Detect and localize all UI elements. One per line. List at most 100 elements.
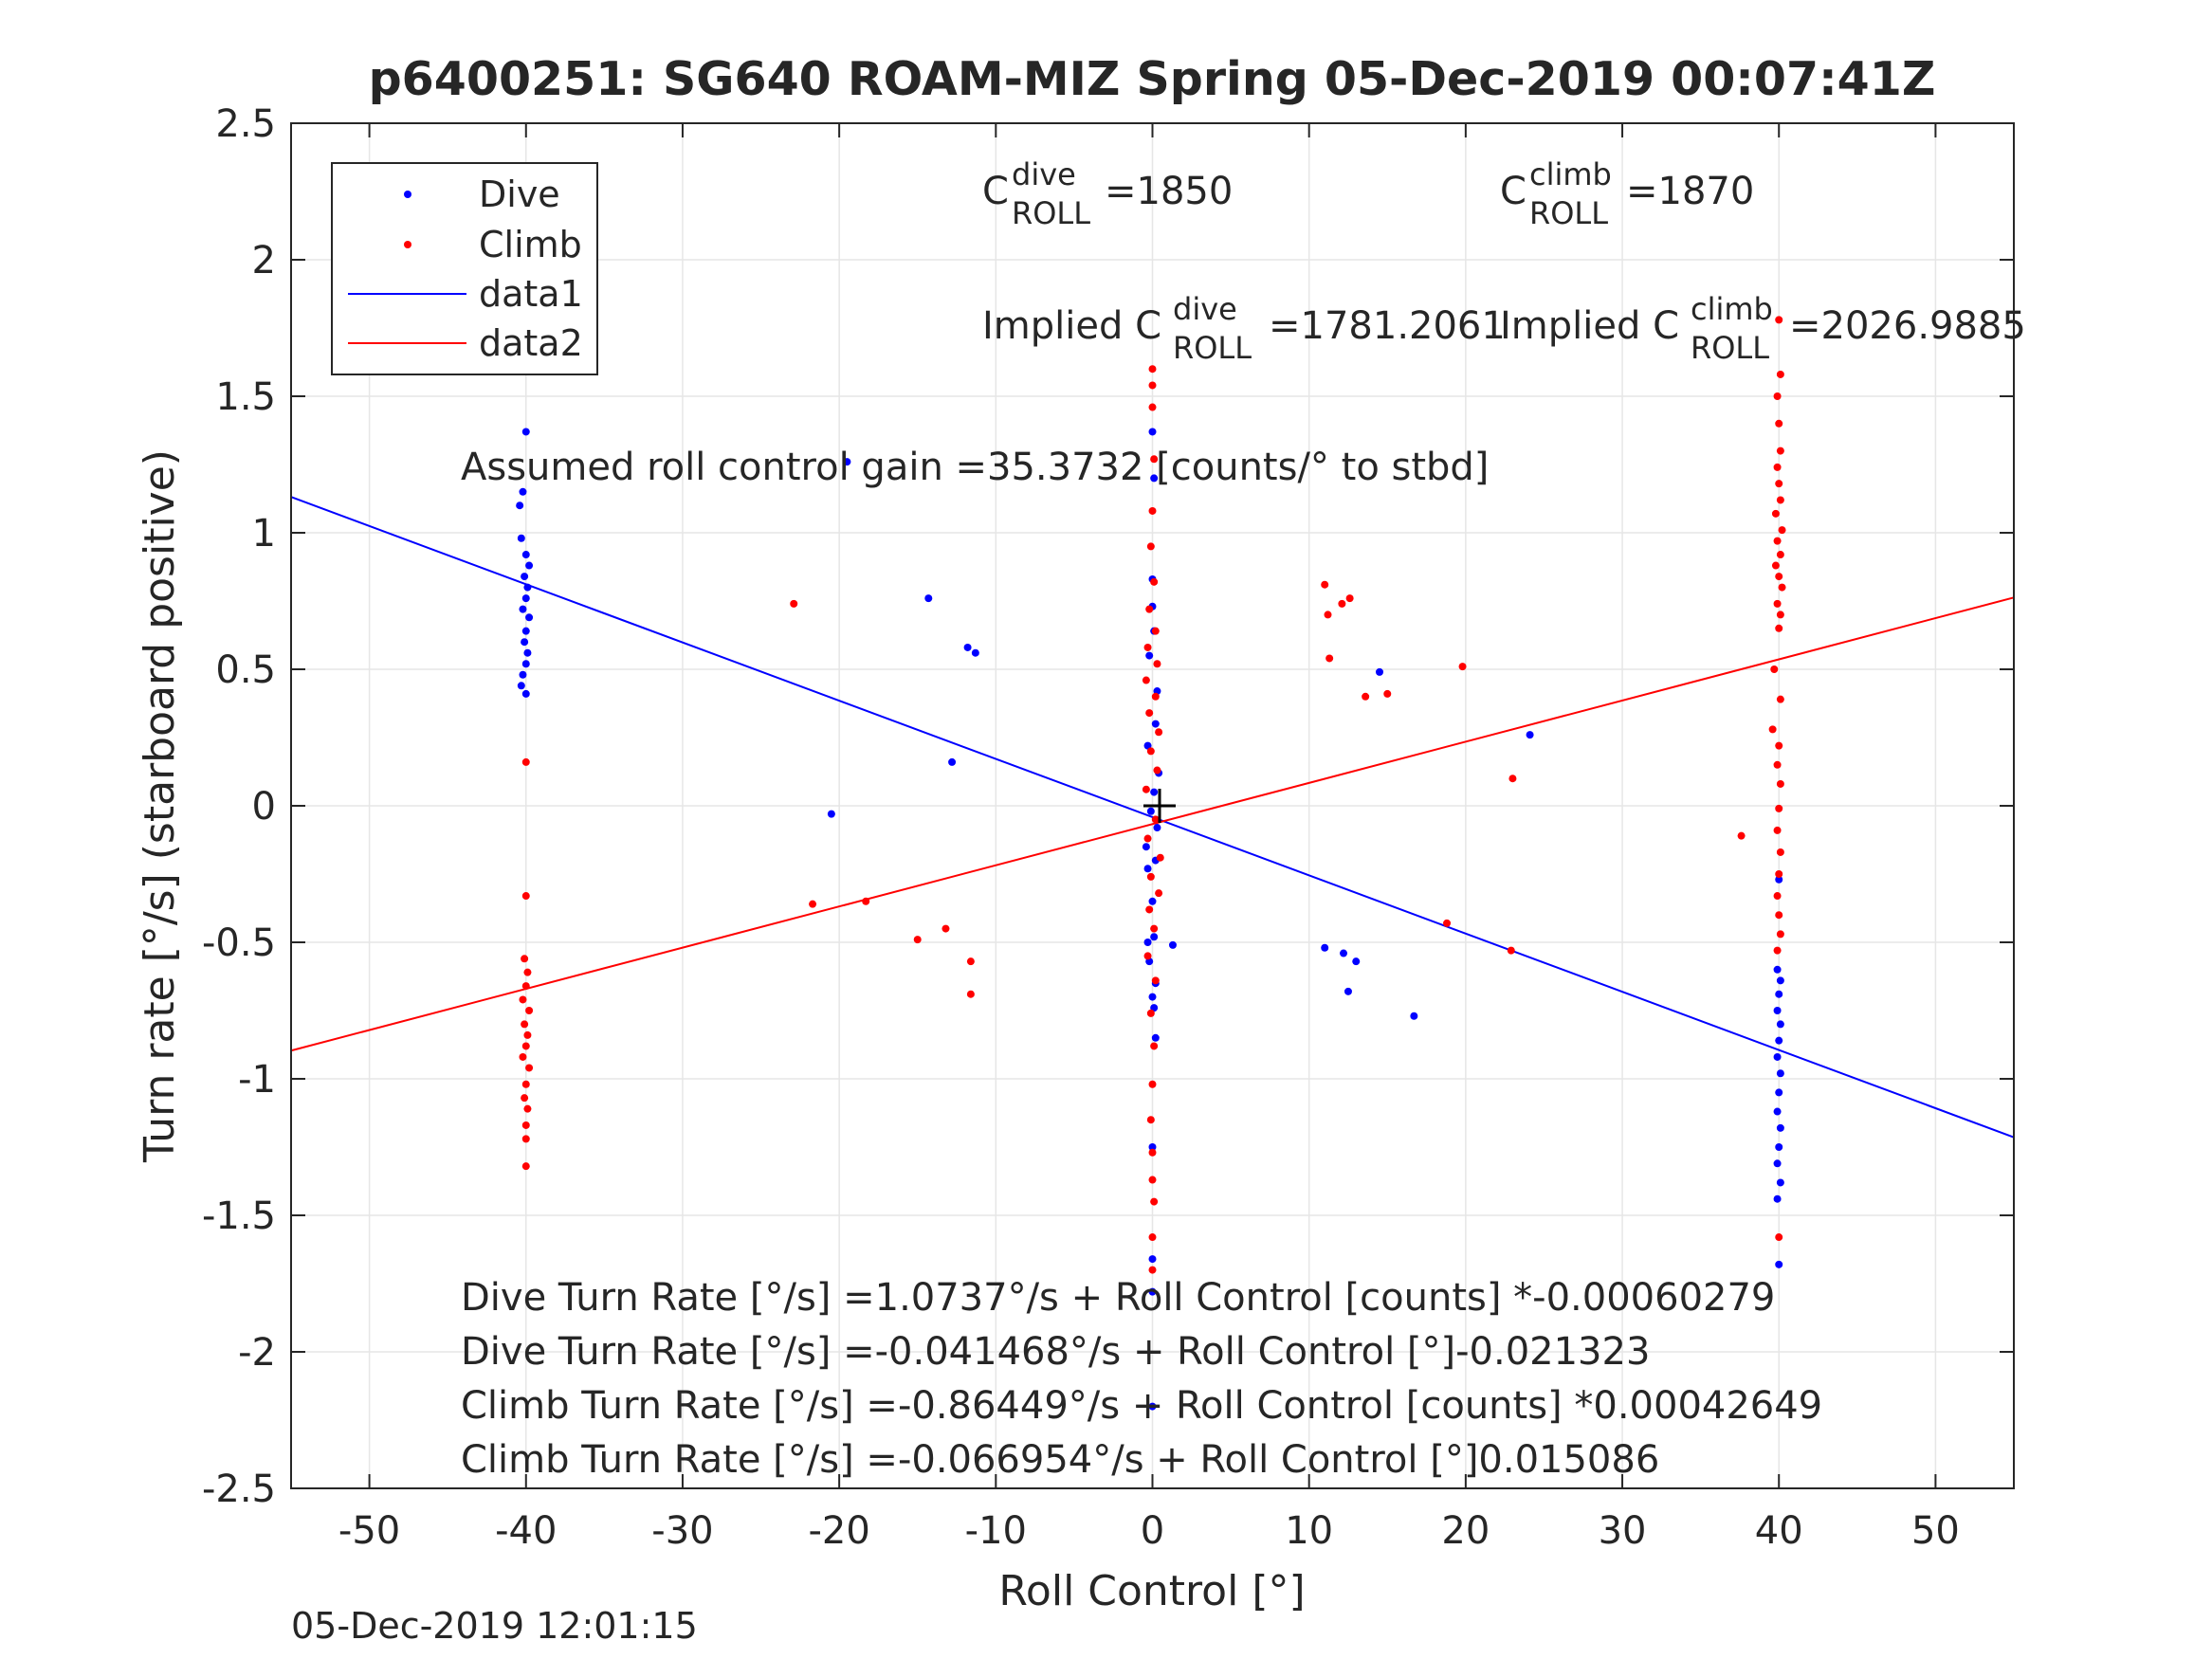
y-tick-label: -2 bbox=[238, 1331, 276, 1375]
point-climb bbox=[1776, 848, 1784, 856]
point-climb bbox=[1146, 747, 1155, 756]
point-dive bbox=[1148, 428, 1157, 436]
point-dive bbox=[1775, 990, 1783, 998]
point-dive bbox=[1775, 1143, 1783, 1151]
point-dive bbox=[1148, 897, 1157, 905]
y-tick-label: 2.5 bbox=[215, 102, 276, 146]
annotation-equation-2: Dive Turn Rate [°/s] =-0.041468°/s + Rol… bbox=[461, 1330, 1650, 1374]
point-dive bbox=[1773, 1052, 1782, 1061]
point-climb bbox=[1146, 872, 1155, 881]
fit-lines bbox=[290, 496, 2015, 1139]
point-dive bbox=[1142, 843, 1150, 851]
point-climb bbox=[1775, 870, 1783, 878]
point-climb bbox=[1150, 577, 1159, 586]
point-dive bbox=[1151, 720, 1160, 728]
point-climb bbox=[1776, 611, 1784, 619]
point-climb bbox=[1383, 689, 1392, 698]
point-dive bbox=[1773, 965, 1782, 974]
point-dive bbox=[1150, 474, 1159, 483]
point-climb bbox=[1775, 419, 1783, 428]
x-tick-label: 30 bbox=[1599, 1509, 1647, 1553]
point-climb bbox=[1142, 676, 1150, 684]
point-dive bbox=[1773, 1194, 1782, 1203]
scatter-points bbox=[516, 316, 1786, 1411]
point-dive bbox=[1775, 1036, 1783, 1045]
annotation-equation-4: Climb Turn Rate [°/s] =-0.066954°/s + Ro… bbox=[461, 1438, 1659, 1482]
point-climb bbox=[1773, 463, 1782, 471]
point-climb bbox=[519, 995, 527, 1004]
point-dive bbox=[1776, 1020, 1784, 1029]
point-dive bbox=[519, 670, 527, 679]
point-climb bbox=[1775, 316, 1783, 324]
point-climb bbox=[521, 1135, 530, 1143]
point-climb bbox=[523, 1104, 532, 1113]
point-climb bbox=[1151, 692, 1160, 701]
implied-dive-value: =1781.2061 bbox=[1269, 304, 1506, 348]
annotation-c-climb: C climb ROLL =1870 bbox=[1500, 156, 1754, 231]
c-dive-main: C bbox=[982, 170, 1009, 213]
point-dive bbox=[1776, 1069, 1784, 1078]
point-climb bbox=[1338, 599, 1346, 608]
point-climb bbox=[1155, 889, 1163, 898]
point-climb bbox=[1771, 509, 1780, 518]
point-climb bbox=[1773, 760, 1782, 769]
x-tick-label: -30 bbox=[651, 1509, 713, 1553]
c-dive-sub: ROLL bbox=[1012, 195, 1090, 231]
point-climb bbox=[519, 1052, 527, 1061]
point-climb bbox=[1148, 1266, 1157, 1274]
point-dive bbox=[1143, 865, 1152, 873]
annotation-implied-climb: Implied C climb ROLL =2026.9885 bbox=[1500, 291, 2026, 366]
point-dive bbox=[1775, 1088, 1783, 1097]
point-climb bbox=[1146, 1009, 1155, 1017]
x-tick-label: 0 bbox=[1141, 1509, 1164, 1553]
annotation-equation-3: Climb Turn Rate [°/s] =-0.86449°/s + Rol… bbox=[461, 1384, 1822, 1428]
point-climb bbox=[1775, 804, 1783, 812]
x-tick-label: 10 bbox=[1285, 1509, 1333, 1553]
annotation-equation-1: Dive Turn Rate [°/s] =1.0737°/s + Roll C… bbox=[461, 1276, 1775, 1320]
point-dive bbox=[1773, 1107, 1782, 1116]
point-dive bbox=[924, 594, 933, 603]
point-climb bbox=[1768, 725, 1777, 734]
annotation-implied-dive: Implied C dive ROLL =1781.2061 bbox=[982, 291, 1506, 366]
point-dive bbox=[1145, 651, 1154, 660]
c-climb-value: =1870 bbox=[1626, 170, 1754, 213]
point-climb bbox=[1773, 892, 1782, 901]
point-dive bbox=[519, 605, 527, 613]
point-dive bbox=[521, 551, 530, 559]
point-dive bbox=[1352, 957, 1361, 966]
point-climb bbox=[1148, 506, 1157, 515]
point-climb bbox=[1150, 455, 1159, 464]
point-dive bbox=[1775, 1260, 1783, 1268]
y-tick-label: 2 bbox=[252, 239, 276, 283]
c-dive-sup: dive bbox=[1012, 156, 1076, 192]
x-tick-label: 40 bbox=[1755, 1509, 1803, 1553]
point-climb bbox=[1773, 946, 1782, 955]
point-climb bbox=[1151, 976, 1160, 985]
point-climb bbox=[913, 936, 922, 944]
point-climb bbox=[1776, 551, 1784, 559]
point-climb bbox=[1771, 561, 1780, 570]
point-climb bbox=[521, 955, 529, 963]
point-climb bbox=[525, 1064, 534, 1072]
point-climb bbox=[1508, 775, 1517, 783]
point-climb bbox=[521, 1162, 530, 1171]
point-climb bbox=[1776, 695, 1784, 703]
point-dive bbox=[521, 573, 529, 581]
point-climb bbox=[1145, 709, 1154, 718]
y-tick-label: -2.5 bbox=[202, 1468, 276, 1511]
point-climb bbox=[1775, 911, 1783, 920]
point-climb bbox=[1150, 1197, 1159, 1206]
implied-climb-sub: ROLL bbox=[1691, 330, 1769, 366]
point-climb bbox=[1148, 403, 1157, 411]
point-dive bbox=[521, 428, 530, 436]
point-climb bbox=[1148, 1233, 1157, 1242]
point-climb bbox=[1142, 785, 1150, 793]
x-tick-label: 50 bbox=[1911, 1509, 1960, 1553]
legend-box bbox=[331, 162, 598, 375]
point-climb bbox=[1151, 627, 1160, 635]
point-climb bbox=[1776, 930, 1784, 939]
point-dive bbox=[521, 638, 529, 647]
point-dive bbox=[971, 648, 979, 657]
point-dive bbox=[1168, 940, 1177, 949]
point-climb bbox=[1148, 365, 1157, 374]
